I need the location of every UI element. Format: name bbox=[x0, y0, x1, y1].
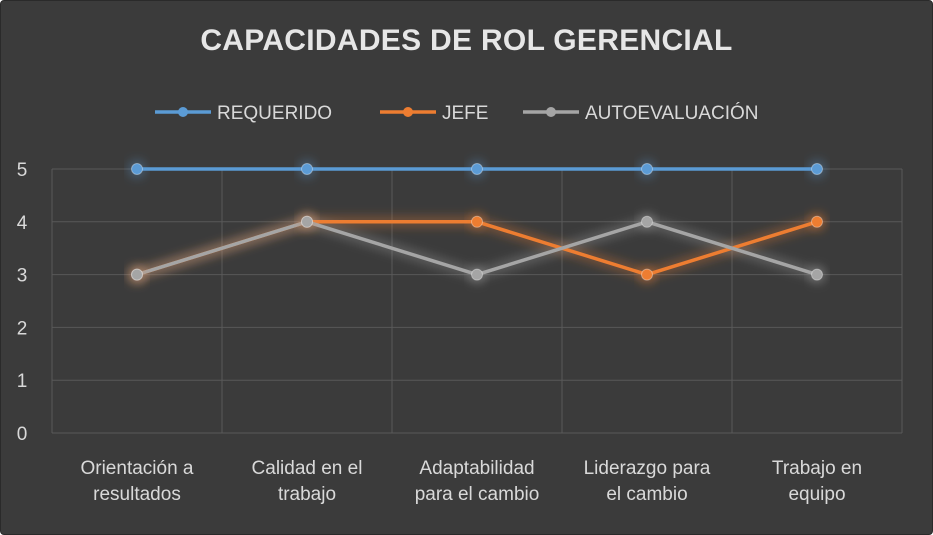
x-category-label: Calidad en el trabajo bbox=[252, 458, 363, 505]
y-tick-label: 4 bbox=[17, 213, 28, 234]
x-category-line: Adaptabilidad bbox=[419, 458, 534, 479]
y-tick-label: 1 bbox=[17, 371, 28, 392]
data-point bbox=[471, 268, 483, 281]
legend-item: REQUERIDO bbox=[155, 103, 332, 124]
data-point bbox=[471, 163, 483, 175]
x-category-label: Trabajo en equipo bbox=[772, 458, 862, 505]
y-tick-label: 5 bbox=[17, 160, 28, 181]
data-point bbox=[471, 215, 483, 228]
legend-label: REQUERIDO bbox=[217, 103, 332, 124]
legend-marker bbox=[403, 107, 413, 117]
legend-label: AUTOEVALUACIÓN bbox=[585, 102, 759, 124]
legend-item: AUTOEVALUACIÓN bbox=[523, 102, 759, 124]
x-category-line: Orientación a bbox=[80, 458, 193, 479]
data-point bbox=[811, 268, 823, 281]
data-point bbox=[811, 215, 823, 228]
x-category-line: Trabajo en bbox=[772, 458, 862, 479]
y-tick-label: 3 bbox=[17, 266, 28, 287]
data-point bbox=[301, 215, 313, 228]
data-point bbox=[641, 215, 653, 228]
legend-label: JEFE bbox=[442, 103, 488, 124]
data-point bbox=[131, 163, 143, 175]
x-category-line: Calidad en el bbox=[252, 458, 363, 479]
data-point bbox=[131, 268, 143, 281]
data-point bbox=[641, 163, 653, 175]
legend-item: JEFE bbox=[380, 103, 488, 124]
x-category-label: Adaptabilidad para el cambio bbox=[415, 458, 540, 505]
y-tick-label: 0 bbox=[17, 424, 28, 445]
data-point bbox=[811, 163, 823, 175]
x-category-line: Liderazgo para bbox=[584, 458, 711, 479]
legend-marker bbox=[546, 107, 556, 117]
x-category-label: Liderazgo para el cambio bbox=[584, 458, 711, 505]
data-point bbox=[641, 268, 653, 281]
x-category-line: equipo bbox=[788, 484, 845, 505]
chart-title: CAPACIDADES DE ROL GERENCIAL bbox=[200, 24, 733, 57]
legend-marker bbox=[178, 107, 188, 117]
y-tick-label: 2 bbox=[17, 318, 28, 339]
x-category-line: trabajo bbox=[278, 484, 336, 505]
data-point bbox=[301, 163, 313, 175]
x-category-line: resultados bbox=[93, 484, 181, 505]
x-category-line: el cambio bbox=[606, 484, 687, 505]
x-category-line: para el cambio bbox=[415, 484, 540, 505]
x-category-label: Orientación a resultados bbox=[80, 458, 193, 505]
